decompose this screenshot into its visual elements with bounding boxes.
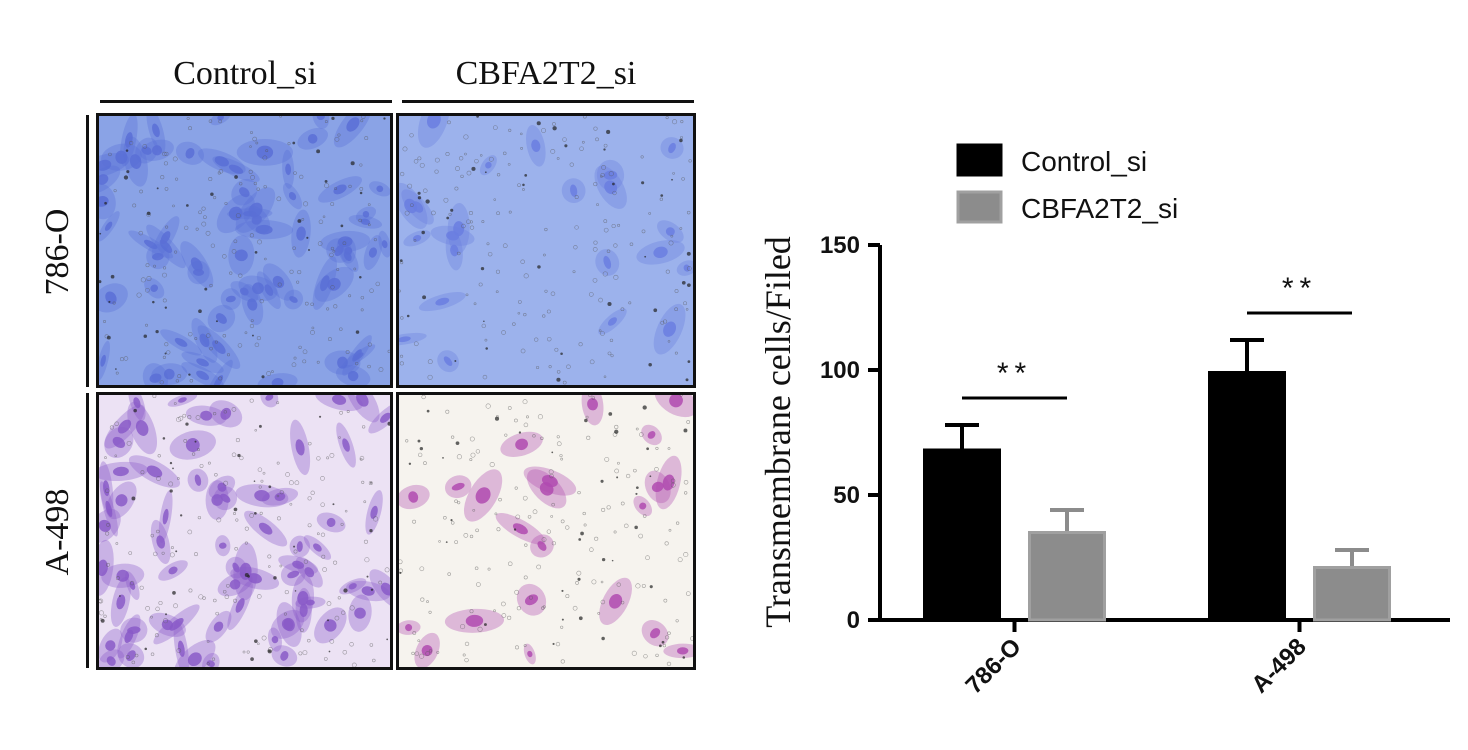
column-rule-control (100, 100, 392, 103)
micrograph-786o-cbfa2t2-image (399, 116, 693, 385)
column-header-cbfa2t2: CBFA2T2_si (455, 55, 637, 92)
row-label-786o: 786-O (39, 208, 76, 296)
row-rule-a498 (86, 393, 89, 668)
x-tick-label-786-O: 786-O (960, 633, 1026, 699)
bar-A-498-Control_si (1208, 371, 1286, 622)
micrograph-a498-cbfa2t2 (396, 392, 696, 670)
legend-label-Control_si: Control_si (1021, 146, 1147, 177)
micrograph-a498-control (96, 392, 393, 670)
bar-chart: 0 50 100 150 Transmembrane cells/Filed 786-O *… (758, 143, 1450, 699)
row-label-a498: A-498 (39, 488, 76, 576)
row-rule-786o (86, 115, 89, 387)
legend-swatch-CBFA2T2_si (956, 190, 1003, 224)
x-tick-label-A-498: A-498 (1246, 633, 1311, 698)
bar-786-O-CBFA2T2_si (1028, 531, 1106, 622)
y-tick-label: 100 (820, 357, 860, 384)
micrograph-786o-control (96, 113, 393, 388)
micrograph-a498-cbfa2t2-image (399, 395, 693, 667)
y-tick-label: 150 (820, 232, 860, 259)
y-tick-label: 50 (833, 482, 860, 509)
micrograph-786o-cbfa2t2 (396, 113, 696, 388)
legend-swatch-Control_si (956, 143, 1003, 177)
micrograph-786o-control-image (99, 116, 390, 385)
bar-786-O-Control_si (923, 448, 1001, 622)
column-header-control: Control_si (173, 55, 317, 92)
legend-label-CBFA2T2_si: CBFA2T2_si (1021, 193, 1178, 224)
column-rule-cbfa2t2 (402, 100, 694, 103)
significance-label-A-498: ** (1282, 272, 1317, 305)
y-axis-label: Transmembrane cells/Filed (758, 236, 798, 628)
bar-A-498-CBFA2T2_si (1313, 566, 1391, 622)
micrograph-a498-control-image (99, 395, 390, 667)
y-tick-label: 0 (847, 607, 860, 634)
significance-label-786-O: ** (997, 357, 1032, 390)
